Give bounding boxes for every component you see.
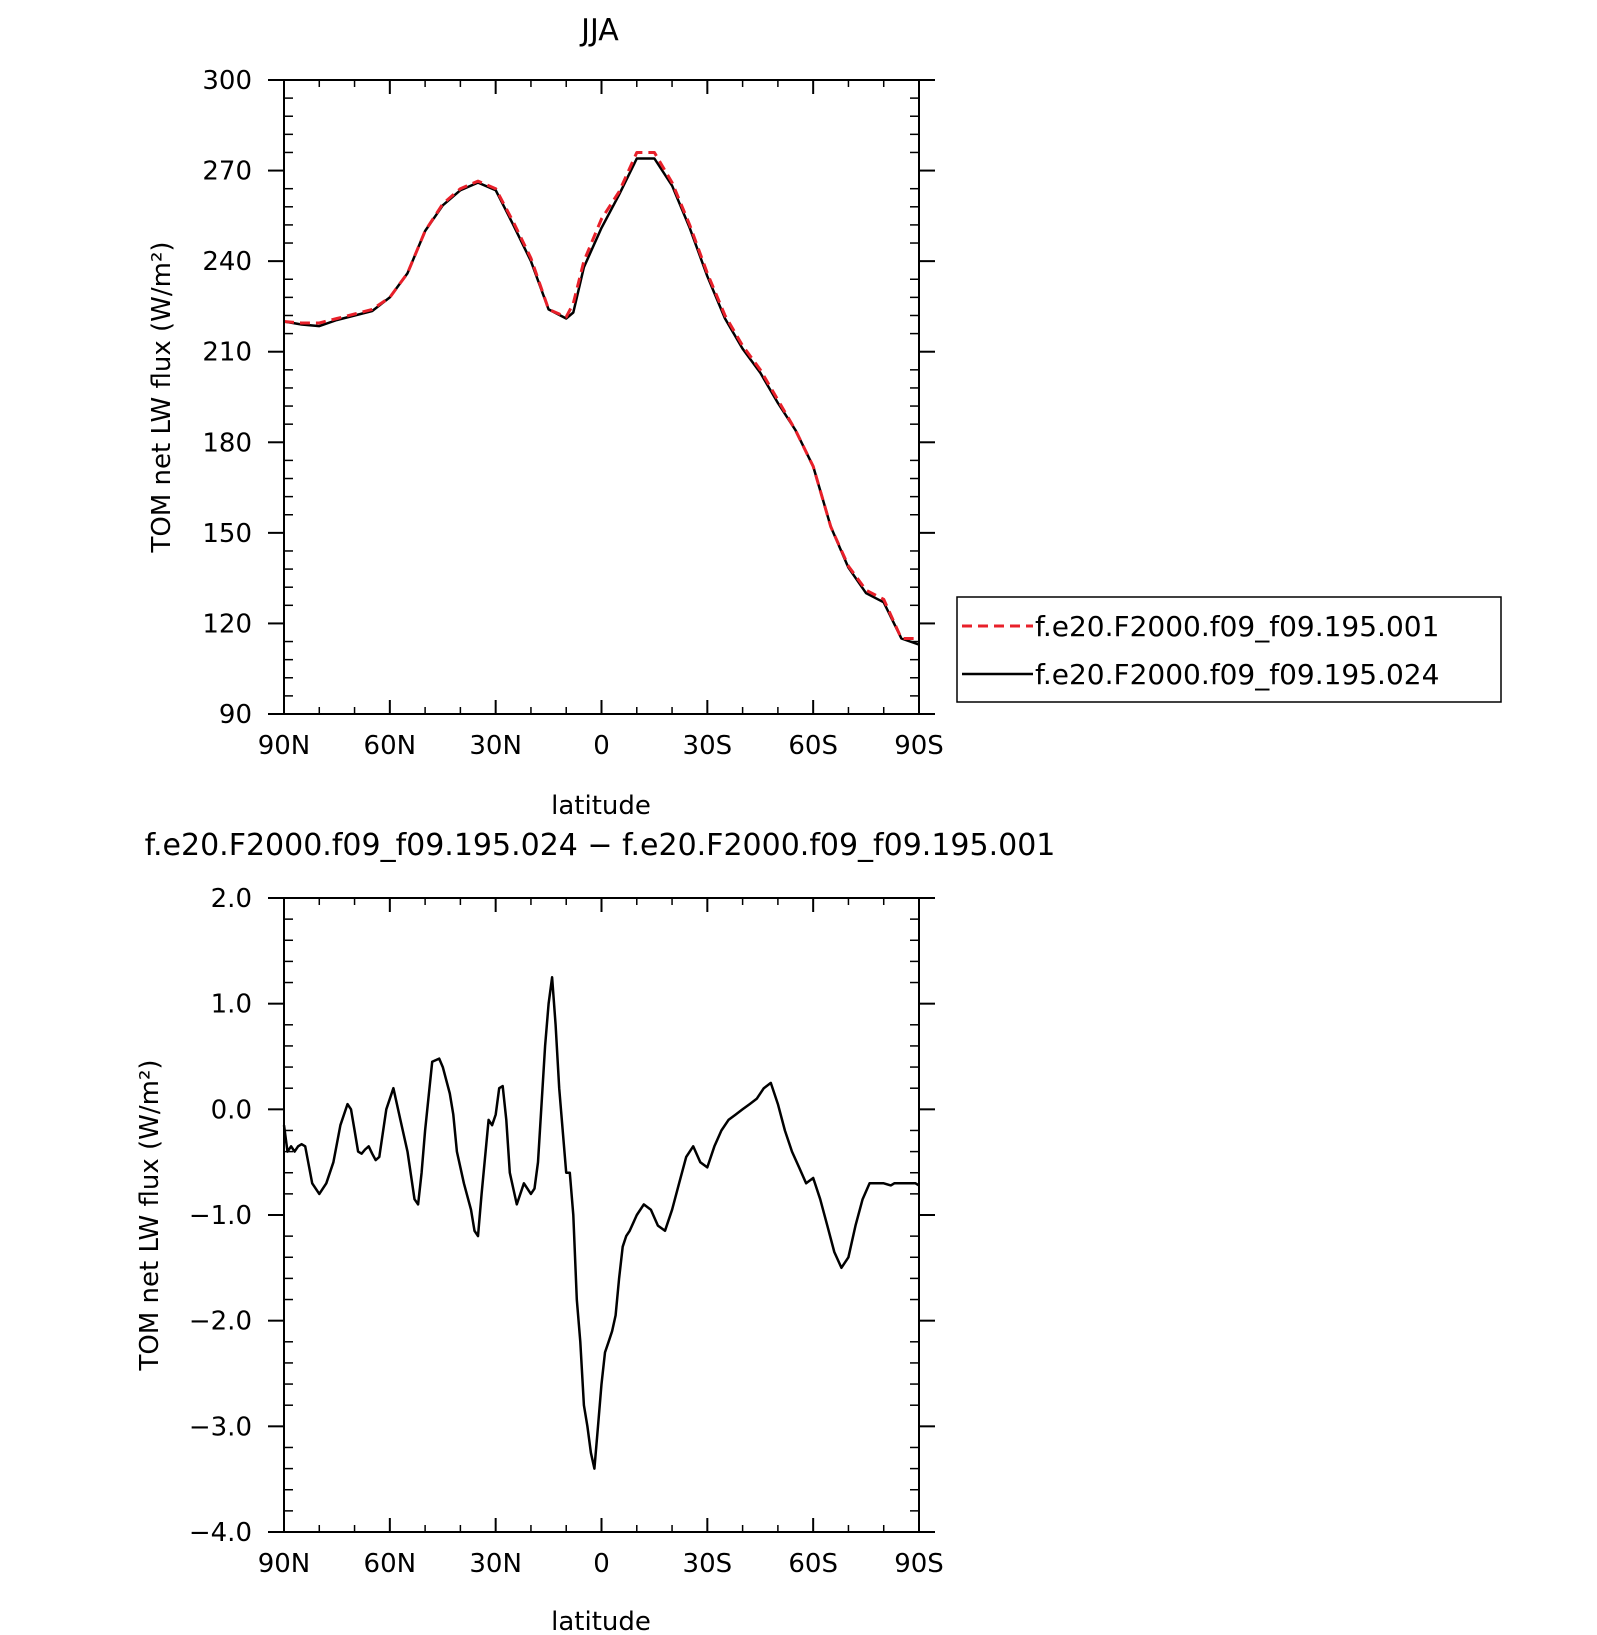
x-tick-label: 30S [683, 1549, 733, 1579]
bottom-chart: f.e20.F2000.f09_f09.195.024 − f.e20.F200… [135, 828, 1055, 1635]
y-tick-label: 270 [202, 157, 252, 187]
bottom-chart-title: f.e20.F2000.f09_f09.195.024 − f.e20.F200… [145, 828, 1056, 863]
bottom-chart-series [282, 976, 920, 1470]
x-tick-label: 60N [364, 731, 417, 761]
y-tick-label: −1.0 [189, 1201, 252, 1231]
y-tick-label: 240 [202, 247, 252, 277]
y-tick-label: 120 [202, 609, 252, 639]
x-tick-label: 60N [364, 1549, 417, 1579]
y-tick-label: 150 [202, 519, 252, 549]
x-tick-label: 60S [788, 1549, 838, 1579]
legend-label-024: f.e20.F2000.f09_f09.195.024 [1035, 658, 1439, 691]
top-chart-ylabel: TOM net LW flux (W/m²) [147, 241, 177, 553]
y-tick-label: 300 [202, 66, 252, 96]
x-tick-label: 30N [469, 1549, 522, 1579]
series-line [283, 151, 919, 640]
x-tick-label: 90N [258, 731, 311, 761]
series-line [282, 976, 920, 1470]
top-chart-legend: f.e20.F2000.f09_f09.195.001 f.e20.F2000.… [956, 596, 1502, 703]
bottom-chart-ylabel: TOM net LW flux (W/m²) [135, 1059, 165, 1371]
x-tick-label: 90S [894, 731, 944, 761]
y-tick-label: 180 [202, 428, 252, 458]
y-tick-label: −3.0 [189, 1412, 252, 1442]
bottom-chart-plot-frame [283, 897, 920, 1533]
x-tick-label: 30N [469, 731, 522, 761]
top-chart-ticks [268, 79, 935, 715]
bottom-chart-ticks [268, 897, 935, 1533]
x-tick-label: 90N [258, 1549, 311, 1579]
legend-label-001: f.e20.F2000.f09_f09.195.001 [1035, 610, 1439, 643]
x-tick-label: 0 [593, 731, 610, 761]
series-line [283, 157, 920, 646]
top-chart-series [283, 151, 920, 646]
y-tick-label: 1.0 [211, 990, 252, 1020]
y-tick-label: 2.0 [211, 884, 252, 914]
y-tick-label: 90 [219, 700, 252, 730]
x-tick-label: 90S [894, 1549, 944, 1579]
top-chart-plot-frame [283, 79, 920, 715]
top-chart-xlabel: latitude [551, 791, 651, 821]
bottom-chart-tick-labels: 90N 60N 30N 0 30S 60S 90S −4.0 −3.0 −2.0 −1.0 0.0 1.… [189, 884, 944, 1579]
y-tick-label: 0.0 [211, 1095, 252, 1125]
legend-frame [956, 596, 1502, 703]
y-tick-label: −4.0 [189, 1518, 252, 1548]
y-tick-label: −2.0 [189, 1307, 252, 1337]
top-chart-title: JJA [579, 13, 619, 48]
x-tick-label: 30S [683, 731, 733, 761]
x-tick-label: 60S [788, 731, 838, 761]
x-tick-label: 0 [593, 1549, 610, 1579]
top-chart-tick-labels: 90N 60N 30N 0 30S 60S 90S 90 120 150 180 210 240 270 3… [202, 66, 943, 761]
y-tick-label: 210 [202, 338, 252, 368]
bottom-chart-xlabel: latitude [551, 1607, 651, 1635]
top-chart: JJA 90N 60N 30N 0 30S 60S 90S 90 120 150 180 210 240… [147, 13, 944, 821]
